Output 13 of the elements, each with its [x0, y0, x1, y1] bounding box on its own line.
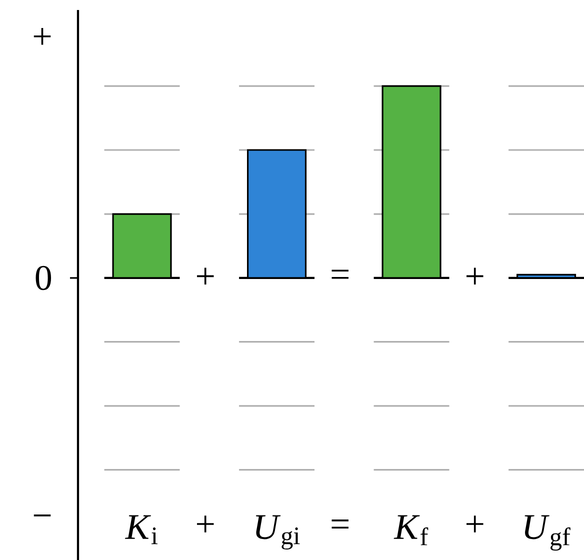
- annotation: +: [196, 268, 214, 285]
- text: +: [466, 516, 484, 532]
- x-tick-label: U$_{gf}$: [524, 515, 570, 551]
- x-tick-label: K$_{i}$: [124, 515, 158, 544]
- x-tick-label: U$_{gi}$: [256, 515, 300, 550]
- x-tick-label: K$_{f}$: [394, 515, 428, 546]
- text: 0: [36, 266, 52, 290]
- annotation: +: [466, 268, 484, 285]
- text: +: [34, 28, 51, 45]
- text: +: [196, 516, 214, 532]
- annotation: =: [332, 270, 348, 279]
- text: =: [332, 520, 348, 529]
- text: −: [34, 514, 51, 516]
